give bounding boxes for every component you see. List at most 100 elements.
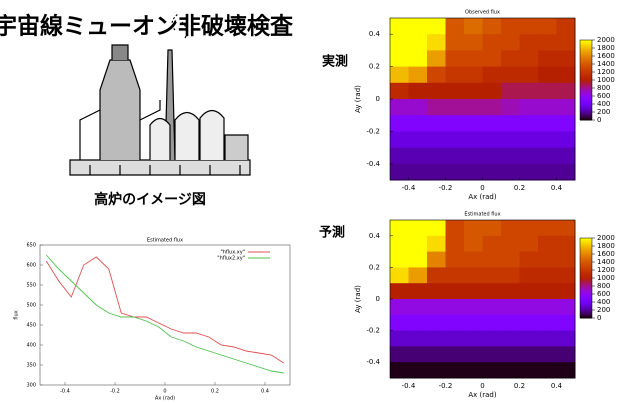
heatmap-cell <box>446 283 465 299</box>
heatmap-cell <box>427 34 446 51</box>
heatmap-cell <box>390 252 409 268</box>
colorbar-tick-label: 200 <box>597 306 610 314</box>
heatmap-cell <box>483 99 502 116</box>
heatmap-cell <box>464 50 483 67</box>
x-tick-label: -0.2 <box>439 184 453 192</box>
colorbar-tick-label: 1000 <box>597 274 615 282</box>
x-axis-label: Ax (rad) <box>468 193 496 201</box>
y-tick-label: 350 <box>26 363 36 369</box>
colorbar-tick-label: 0 <box>597 314 601 322</box>
heatmap-cell <box>557 299 576 315</box>
heatmap-cell <box>483 131 502 148</box>
heatmap-cell <box>520 220 539 236</box>
y-tick-label: 0 <box>376 295 380 303</box>
heatmap-cell <box>409 346 428 362</box>
slide-title: 宇宙線ミューオン非破壊検査 <box>0 13 293 40</box>
heatmap-cell <box>464 67 483 84</box>
heatmap-cell <box>557 115 576 132</box>
heatmap-cell <box>501 346 520 362</box>
heatmap-cell <box>409 267 428 283</box>
heatmap-cell <box>464 83 483 100</box>
heatmap-cell <box>520 99 539 116</box>
y-tick-label: 600 <box>26 263 36 269</box>
heatmap-cell <box>483 315 502 331</box>
heatmap-cell <box>538 148 557 165</box>
heatmap-cell <box>501 252 520 268</box>
heatmap-cell <box>464 252 483 268</box>
heatmap-cell <box>483 67 502 84</box>
colorbar-tick-label: 1600 <box>597 250 615 258</box>
x-tick-label: 0.4 <box>261 389 269 395</box>
heatmap-cell <box>409 164 428 181</box>
colorbar-tick-label: 400 <box>597 100 610 108</box>
heatmap-cell <box>557 252 576 268</box>
heatmap-cell <box>483 148 502 165</box>
heatmap-cell <box>557 83 576 100</box>
heatmap-cell <box>409 99 428 116</box>
heatmap-cell <box>501 331 520 347</box>
heatmap-cell <box>483 252 502 268</box>
heatmap-cell <box>464 164 483 181</box>
heatmap-cell <box>427 252 446 268</box>
colorbar-tick-label: 1600 <box>597 52 615 60</box>
heatmap-cell <box>446 236 465 252</box>
y-tick-label: 0.2 <box>369 63 380 71</box>
heatmap-cell <box>446 50 465 67</box>
heatmap-cell <box>501 148 520 165</box>
heatmap-cell <box>390 67 409 84</box>
heatmap-cell <box>390 267 409 283</box>
colorbar-step <box>580 40 592 43</box>
heatmap-cell <box>538 115 557 132</box>
heatmap-cell <box>557 362 576 378</box>
heatmap-cell <box>501 299 520 315</box>
heatmap-cell <box>409 315 428 331</box>
colorbar-tick-label: 1800 <box>597 242 615 250</box>
heatmap-cell <box>557 50 576 67</box>
heatmap-cell <box>446 131 465 148</box>
heatmap-cell <box>520 331 539 347</box>
heatmap-cell <box>557 34 576 51</box>
heatmap-cell <box>427 283 446 299</box>
heatmap-cell <box>538 18 557 35</box>
heatmap-cell <box>427 67 446 84</box>
colorbar-tick-label: 400 <box>597 298 610 306</box>
heatmap-cell <box>483 18 502 35</box>
heatmap-cell <box>520 131 539 148</box>
colorbar-tick-label: 1800 <box>597 44 615 52</box>
y-tick-label: 0.2 <box>369 263 380 271</box>
heatmap-cell <box>538 267 557 283</box>
heatmap-cell <box>557 220 576 236</box>
heatmap-cell <box>520 115 539 132</box>
heatmap-cell <box>390 115 409 132</box>
heatmap-cell <box>446 267 465 283</box>
heatmap-cell <box>446 34 465 51</box>
heatmap-cell <box>520 283 539 299</box>
heatmap-cell <box>501 83 520 100</box>
x-tick-label: 0.4 <box>551 184 563 192</box>
heatmap-cell <box>446 252 465 268</box>
heatmap-cell <box>557 148 576 165</box>
heatmap-cell <box>464 267 483 283</box>
x-tick-label: 0 <box>163 389 166 395</box>
heatmap-cell <box>390 34 409 51</box>
heatmap-cell <box>538 362 557 378</box>
heatmap-cell <box>409 331 428 347</box>
heatmap-cell <box>390 315 409 331</box>
heatmap-cell <box>520 362 539 378</box>
heatmap-cell <box>409 115 428 132</box>
heatmap-cell <box>501 283 520 299</box>
heatmap-cell <box>464 283 483 299</box>
y-tick-label: 500 <box>26 303 36 309</box>
heatmap-cell <box>409 220 428 236</box>
x-tick-label: 0 <box>480 382 484 390</box>
heatmap-cell <box>483 115 502 132</box>
heatmap-cell <box>446 148 465 165</box>
heatmap-cell <box>464 18 483 35</box>
heatmap-cell <box>538 315 557 331</box>
observed-label: 実測 <box>322 54 348 70</box>
heatmap-cell <box>409 131 428 148</box>
heatmap-cell <box>501 236 520 252</box>
heatmap-cell <box>501 164 520 181</box>
y-tick-label: 0.4 <box>369 232 381 240</box>
heatmap-cell <box>464 148 483 165</box>
